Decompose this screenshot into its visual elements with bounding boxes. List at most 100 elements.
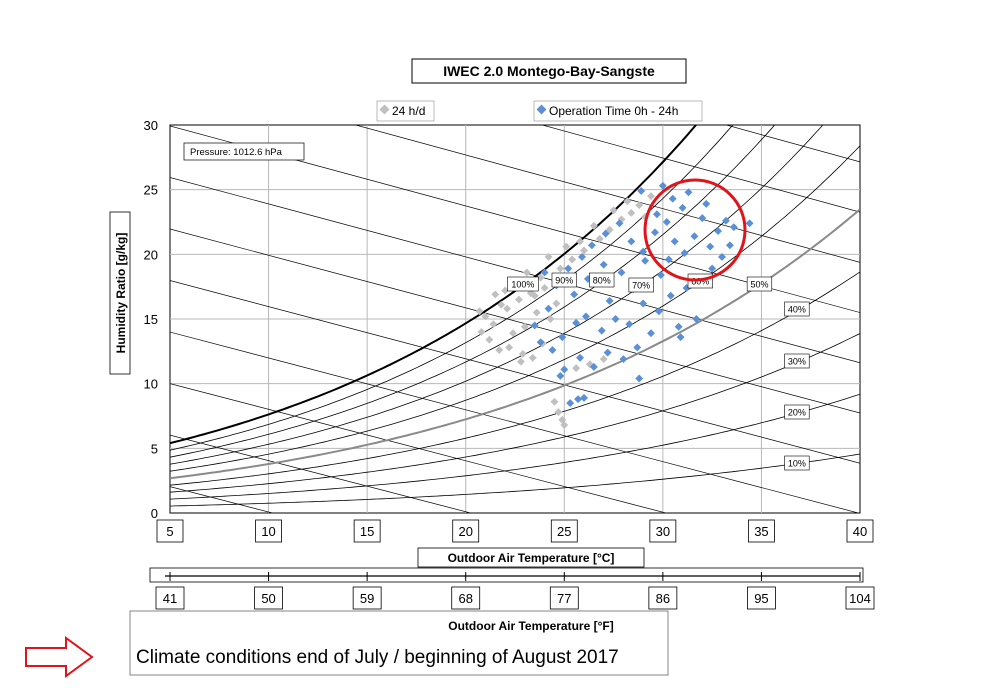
data-point-24h [544, 252, 553, 261]
rh-label: 90% [555, 276, 573, 286]
fahrenheit-tick-box [155, 586, 185, 610]
fahrenheit-tick-label: 104 [849, 591, 871, 606]
rh-curve-40 [170, 271, 860, 486]
data-point-operation [690, 232, 699, 241]
data-point-24h [562, 242, 571, 251]
rh-curve-80 [170, 125, 776, 458]
data-point-operation [625, 320, 634, 329]
data-point-operation [652, 210, 661, 219]
data-point-24h [485, 335, 494, 344]
data-point-operation [745, 219, 754, 228]
data-point-operation [536, 338, 545, 347]
x-tick-label: 5 [166, 524, 173, 539]
y-tick-label: 20 [144, 247, 158, 262]
x-tick-box [255, 519, 282, 543]
rh-label-box [589, 272, 615, 288]
data-point-24h [501, 286, 510, 295]
legend-label-operation: Operation Time 0h - 24h [549, 104, 678, 118]
pressure-label: Pressure: 1012.6 hPa [190, 147, 283, 158]
data-point-24h [491, 290, 500, 299]
x-tick-box [649, 519, 677, 543]
data-point-24h [568, 255, 577, 264]
data-point-24h [514, 295, 523, 304]
legend-marker-operation [536, 104, 547, 115]
data-point-operation [651, 228, 659, 237]
fahrenheit-tick-box [648, 586, 678, 610]
rh-label-box [746, 276, 773, 292]
enthalpy-line [71, 0, 958, 39]
annotation-text: Climate conditions end of July / beginni… [136, 647, 619, 668]
rh-label: 100% [511, 280, 534, 290]
fahrenheit-tick-label: 77 [557, 591, 571, 606]
data-point-operation [662, 218, 671, 226]
data-point-operation [725, 241, 734, 250]
data-point-operation [637, 187, 646, 195]
data-point-operation [708, 264, 717, 273]
fahrenheit-tick-labels: 41 50 59 68 77 86 95 104 [155, 572, 875, 610]
y-tick-label: 5 [151, 441, 158, 456]
x-tick-label: 15 [360, 524, 374, 539]
enthalpy-line [170, 177, 860, 364]
data-point-operation [574, 395, 583, 404]
data-point-24h [481, 312, 490, 321]
data-point-operation [678, 203, 687, 212]
x-tick-box [353, 519, 381, 543]
y-tick-label: 25 [144, 183, 158, 198]
rh-label: 20% [788, 408, 806, 418]
data-point-operation [548, 346, 557, 354]
legend-label-24h: 24 h/d [392, 104, 425, 118]
y-axis-label: Humidity Ratio [g/kg] [114, 233, 128, 354]
fahrenheit-tick-label: 41 [163, 591, 177, 606]
rh-label-box [551, 272, 577, 288]
x-tick-labels: 5 10 15 20 25 30 35 40 [156, 519, 874, 543]
x-tick-label: 25 [557, 524, 571, 539]
x-tick-box [452, 519, 480, 543]
data-point-24h [489, 320, 498, 329]
rh-label-box [507, 276, 539, 292]
x-tick-label: 40 [853, 524, 867, 539]
data-point-operation [639, 299, 648, 308]
chart-title-box [411, 58, 687, 84]
rh-label: 10% [788, 459, 806, 469]
fahrenheit-axis-label: Outdoor Air Temperature [°F] [448, 619, 613, 633]
rh-curve-70 [170, 125, 824, 465]
x-tick-label: 20 [458, 524, 472, 539]
legend-box-24h [376, 100, 435, 122]
highlight-circle [643, 178, 747, 282]
enthalpy-line [725, 125, 860, 163]
data-point-24h [516, 357, 525, 366]
data-point-24h [497, 300, 506, 309]
y-tick-labels: 0 5 10 15 20 25 30 [144, 118, 158, 521]
data-point-operation [605, 296, 614, 305]
legend: 24 h/d Operation Time 0h - 24h [376, 100, 703, 122]
data-point-operation [570, 290, 579, 299]
data-point-24h [505, 343, 514, 352]
enthalpy-line [170, 434, 472, 513]
data-point-operation [580, 393, 588, 402]
data-point-operation [718, 252, 726, 261]
fahrenheit-tick-box [747, 586, 776, 610]
enthalpy-line [540, 125, 860, 213]
data-point-24h [580, 246, 588, 255]
x-tick-label: 10 [261, 524, 275, 539]
grid [170, 125, 860, 513]
rh-label-box [784, 301, 810, 317]
rh-label-box [784, 455, 810, 471]
data-point-operation [706, 242, 715, 251]
fahrenheit-tick-label: 59 [360, 591, 374, 606]
fahrenheit-tick-label: 95 [754, 591, 768, 606]
data-point-24h [552, 299, 561, 308]
rh-label: 60% [691, 277, 709, 287]
y-tick-label: 10 [144, 377, 158, 392]
data-point-operation [729, 223, 738, 232]
data-point-24h [475, 307, 484, 316]
data-point-operation [587, 241, 596, 250]
data-point-24h [520, 322, 529, 331]
data-point-24h [560, 421, 569, 430]
enthalpy-line [170, 331, 860, 513]
data-point-operation [668, 194, 677, 203]
data-point-operation [658, 181, 667, 190]
data-point-24h [627, 208, 636, 217]
data-point-24h [550, 397, 559, 406]
